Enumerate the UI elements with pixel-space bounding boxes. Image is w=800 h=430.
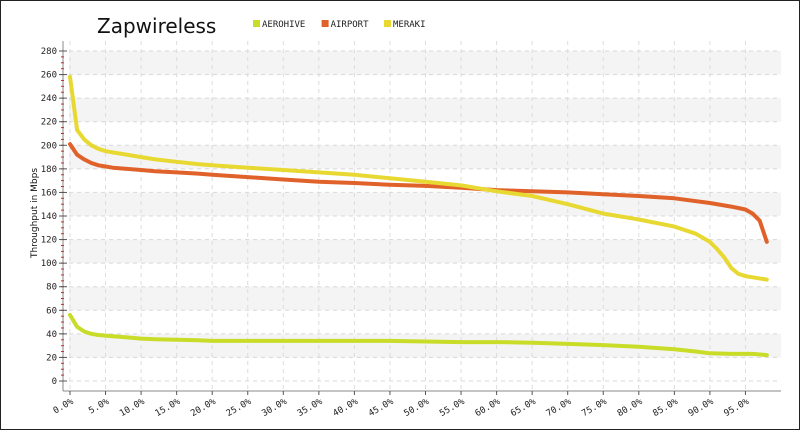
x-tick-label: 5.0% <box>87 397 111 417</box>
grid <box>69 41 781 391</box>
y-tick-label: 0 <box>52 377 57 387</box>
series-lines <box>68 74 769 358</box>
x-tick-label: 70.0% <box>545 397 574 419</box>
x-tick-label: 30.0% <box>260 397 289 419</box>
y-tick-label: 60 <box>46 306 57 316</box>
x-tick-label: 15.0% <box>154 397 183 419</box>
y-tick-label: 200 <box>41 141 57 151</box>
x-tick-label: 25.0% <box>225 397 254 419</box>
y-tick-label: 140 <box>41 212 57 222</box>
x-tick-label: 60.0% <box>474 397 503 419</box>
x-tick-label: 45.0% <box>367 397 396 419</box>
x-tick-label: 35.0% <box>296 397 325 419</box>
y-tick-label: 100 <box>41 259 57 269</box>
y-tick-label: 160 <box>41 188 57 198</box>
y-axis-label: Throughput in Mbps <box>30 168 40 259</box>
y-tick-label: 280 <box>41 47 57 57</box>
x-tick-label: 0.0% <box>52 397 76 417</box>
legend-label-aerohive: AEROHIVE <box>262 20 305 30</box>
x-tick-label: 65.0% <box>509 397 538 419</box>
legend: AEROHIVE AIRPORT MERAKI <box>253 20 426 30</box>
grid-band <box>69 51 781 75</box>
series-line-airport <box>68 142 769 244</box>
x-tick-label: 95.0% <box>722 397 751 419</box>
series-line-aerohive <box>68 313 769 358</box>
y-tick-label: 180 <box>41 165 57 175</box>
legend-label-airport: AIRPORT <box>331 20 370 30</box>
legend-label-meraki: MERAKI <box>393 20 426 30</box>
x-tick-label: 75.0% <box>580 397 609 419</box>
y-tick-label: 260 <box>41 71 57 81</box>
x-tick-label: 85.0% <box>651 397 680 419</box>
x-tick-label: 80.0% <box>616 397 645 419</box>
y-tick-label: 20 <box>46 353 57 363</box>
x-tick-label: 90.0% <box>687 397 716 419</box>
grid-band <box>69 98 781 122</box>
x-tick-label: 10.0% <box>118 397 147 419</box>
y-tick-label: 220 <box>41 118 57 128</box>
legend-swatch-airport <box>321 20 329 27</box>
y-tick-label: 240 <box>41 94 57 104</box>
x-tick-label: 55.0% <box>438 397 467 419</box>
series-line-meraki <box>68 74 769 282</box>
legend-swatch-meraki <box>384 20 391 27</box>
x-tick-label: 40.0% <box>331 397 360 419</box>
x-tick-label: 20.0% <box>189 397 218 419</box>
y-tick-label: 120 <box>41 236 57 246</box>
legend-swatch-aerohive <box>253 20 260 27</box>
y-tick-label: 40 <box>46 330 57 340</box>
x-tick-label: 50.0% <box>403 397 432 419</box>
y-tick-label: 80 <box>46 283 57 293</box>
chart-title: Zapwireless <box>97 14 216 38</box>
